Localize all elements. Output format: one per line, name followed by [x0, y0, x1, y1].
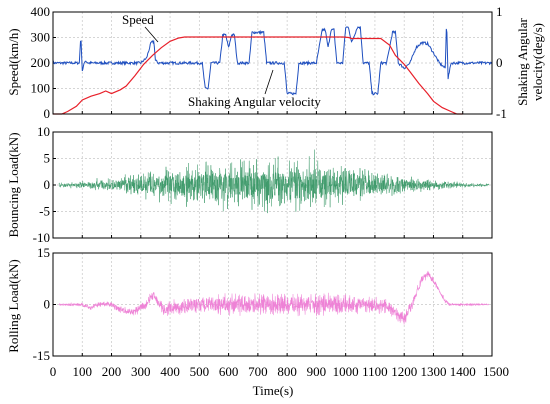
mid-tick-label--10: -10 [33, 230, 50, 245]
top-plot-frame [52, 11, 493, 115]
bot-tick-label-0: 0 [44, 297, 51, 312]
x-tick-label-100: 100 [73, 364, 93, 379]
top-left-tick-label-0: 0 [44, 106, 51, 121]
top-left-tick-label-400: 400 [31, 4, 51, 19]
top-left-tick-label-100: 100 [31, 81, 51, 96]
bot-plot-frame [52, 252, 493, 357]
mid-tick-label-10: 10 [37, 124, 50, 139]
series-angular-velocity-line [52, 26, 493, 96]
series-speed-line [53, 36, 463, 115]
annotation-speed: Speed [122, 12, 154, 27]
x-tick-label-0: 0 [50, 364, 57, 379]
x-tick-label-700: 700 [248, 364, 268, 379]
top-left-tick-label-200: 200 [31, 55, 51, 70]
x-tick-label-1500: 1500 [483, 364, 509, 379]
x-tick-label-1300: 1300 [420, 364, 446, 379]
x-tick-label-800: 800 [277, 364, 297, 379]
x-tick-label-1400: 1400 [450, 364, 476, 379]
x-tick-label-1100: 1100 [362, 364, 388, 379]
bot-tick-label-15: 15 [37, 245, 50, 260]
top-right-tick-label-1: 1 [496, 4, 503, 19]
mid-tick-label-0: 0 [44, 177, 51, 192]
bot-tick-label--15: -15 [33, 348, 50, 363]
x-tick-label-500: 500 [190, 364, 210, 379]
right-axis-label-angular-velocity-line2: velocity(deg/s) [530, 23, 545, 101]
panel-bouncing-load: -10 -5 0 5 10 [33, 124, 493, 245]
x-tick-label-400: 400 [160, 364, 180, 379]
mid-plot-frame [52, 131, 493, 239]
annotation-angular-velocity-leader [264, 69, 274, 95]
x-tick-label-900: 900 [307, 364, 327, 379]
annotation-speed-leader [144, 26, 159, 43]
x-tick-label-1000: 1000 [333, 364, 359, 379]
x-tick-label-1200: 1200 [391, 364, 417, 379]
x-tick-label-600: 600 [219, 364, 239, 379]
top-left-tick-label-300: 300 [31, 30, 51, 45]
mid-tick-label--5: -5 [39, 204, 50, 219]
series-rolling-load-line [58, 270, 490, 325]
top-right-tick-label-0: 0 [496, 55, 503, 70]
y-axis-label-bouncing: Bouncing Load(kN) [6, 132, 21, 237]
panel-speed-angular-velocity: 0 100 200 300 400 -1 0 1 [31, 4, 507, 121]
left-axis-label-speed: Speed(km/h) [6, 28, 21, 95]
x-axis-label-time: Time(s) [253, 383, 294, 398]
mid-tick-label-5: 5 [44, 151, 51, 166]
series-bouncing-load-line [58, 149, 490, 214]
x-tick-label-200: 200 [102, 364, 122, 379]
annotation-angular-velocity: Shaking Angular velocity [188, 94, 321, 109]
y-axis-label-rolling: Rolling Load(kN) [6, 259, 21, 353]
x-tick-label-300: 300 [131, 364, 151, 379]
top-right-tick-label--1: -1 [496, 106, 507, 121]
right-axis-label-angular-velocity-line1: Shaking Angular [515, 17, 530, 105]
